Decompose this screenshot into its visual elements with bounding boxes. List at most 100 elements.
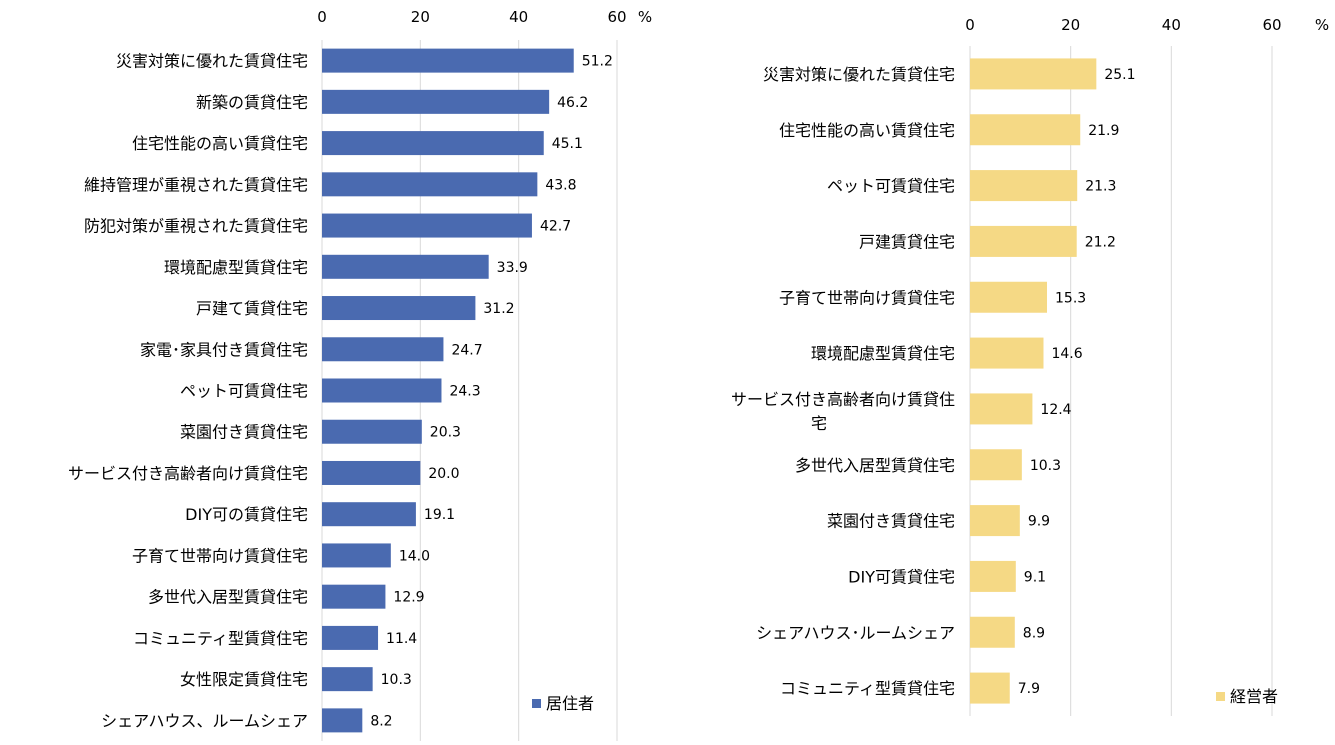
x-tick-label: 20 <box>1061 16 1080 34</box>
bar <box>970 337 1044 369</box>
bar <box>322 337 444 362</box>
bar <box>970 616 1015 648</box>
category-label: 環境配慮型賃貸住宅 <box>164 258 308 277</box>
data-label: 51.2 <box>582 54 613 70</box>
data-label: 21.9 <box>1088 123 1119 139</box>
data-label: 9.9 <box>1028 514 1050 530</box>
bar <box>970 560 1016 592</box>
bar <box>322 543 391 568</box>
data-label: 10.3 <box>1030 458 1061 474</box>
data-label: 24.7 <box>451 342 482 358</box>
data-label: 12.4 <box>1040 402 1071 418</box>
bar <box>970 170 1078 202</box>
bar <box>970 505 1020 537</box>
data-label: 12.9 <box>393 590 424 606</box>
bar <box>322 625 379 650</box>
category-label: 多世代入居型賃貸住宅 <box>795 456 955 475</box>
x-tick-label: 0 <box>965 16 975 34</box>
data-label: 15.3 <box>1055 290 1086 306</box>
bar <box>322 48 574 73</box>
x-tick-label: 60 <box>1262 16 1281 34</box>
data-label: 11.4 <box>386 631 417 647</box>
data-label: 14.0 <box>399 548 430 564</box>
bar <box>322 708 363 733</box>
data-label: 45.1 <box>552 136 583 152</box>
category-label: DIY可賃貸住宅 <box>848 567 955 586</box>
data-label: 8.9 <box>1023 625 1045 641</box>
bar <box>322 419 422 444</box>
x-tick-label: 20 <box>411 8 430 26</box>
data-label: 20.0 <box>428 466 459 482</box>
bar <box>970 114 1081 146</box>
bar <box>970 225 1077 257</box>
category-label: 環境配慮型賃貸住宅 <box>811 344 955 363</box>
legend-label: 居住者 <box>546 694 594 713</box>
axis-unit-label: % <box>638 8 652 26</box>
category-label: 防犯対策が重視された賃貸住宅 <box>84 217 308 236</box>
category-label: 戸建て賃貸住宅 <box>196 299 308 318</box>
category-label: 住宅性能の高い賃貸住宅 <box>132 134 308 153</box>
x-tick-label: 60 <box>607 8 626 26</box>
bar <box>322 131 544 156</box>
category-label: サービス付き高齢者向け賃貸住 <box>731 390 955 409</box>
data-label: 8.2 <box>370 713 392 729</box>
data-label: 9.1 <box>1024 569 1046 585</box>
category-label: 家電･家具付き賃貸住宅 <box>140 340 308 359</box>
category-label: 子育て世帯向け賃貸住宅 <box>779 288 955 307</box>
category-label: コミュニティ型賃貸住宅 <box>780 679 955 698</box>
category-label: シェアハウス･ルームシェア <box>756 623 955 642</box>
data-label: 25.1 <box>1104 67 1135 83</box>
data-label: 24.3 <box>449 384 480 400</box>
category-label: コミュニティ型賃貸住宅 <box>133 629 308 648</box>
category-label: ペット可賃貸住宅 <box>827 177 955 196</box>
category-label: 災害対策に優れた賃貸住宅 <box>763 65 955 84</box>
category-label: シェアハウス、ルームシェア <box>101 711 308 730</box>
category-label: 子育て世帯向け賃貸住宅 <box>132 546 308 565</box>
data-label: 7.9 <box>1018 681 1040 697</box>
category-label: 菜園付き賃貸住宅 <box>180 423 308 442</box>
bar <box>322 378 442 403</box>
category-label: 菜園付き賃貸住宅 <box>827 512 955 531</box>
category-label-continued: 宅 <box>811 414 827 433</box>
category-label: 多世代入居型賃貸住宅 <box>148 588 308 607</box>
category-label: 災害対策に優れた賃貸住宅 <box>116 52 308 71</box>
bar <box>322 254 489 279</box>
bar <box>970 281 1048 313</box>
legend-swatch <box>1216 692 1225 701</box>
data-label: 33.9 <box>497 260 528 276</box>
category-label: 維持管理が重視された賃貸住宅 <box>84 175 308 194</box>
data-label: 31.2 <box>483 301 514 317</box>
category-label: DIY可の賃貸住宅 <box>185 505 308 524</box>
legend-swatch <box>532 699 541 708</box>
x-tick-label: 40 <box>1162 16 1181 34</box>
category-label: 女性限定賃貸住宅 <box>180 670 308 689</box>
data-label: 46.2 <box>557 95 588 111</box>
category-label: 戸建賃貸住宅 <box>859 232 955 251</box>
bar <box>970 58 1097 90</box>
bar <box>322 584 386 609</box>
legend-label: 経営者 <box>1230 687 1278 706</box>
bar <box>322 460 421 485</box>
category-label: サービス付き高齢者向け賃貸住宅 <box>68 464 308 483</box>
data-label: 20.3 <box>430 425 461 441</box>
data-label: 21.2 <box>1085 234 1116 250</box>
data-label: 42.7 <box>540 219 571 235</box>
bar <box>322 89 550 114</box>
category-label: 住宅性能の高い賃貸住宅 <box>779 121 955 140</box>
data-label: 21.3 <box>1085 179 1116 195</box>
data-label: 19.1 <box>424 507 455 523</box>
bar <box>322 213 532 238</box>
bar <box>322 502 416 527</box>
bar <box>970 449 1022 481</box>
data-label: 43.8 <box>545 177 576 193</box>
data-label: 10.3 <box>381 672 412 688</box>
axis-unit-label: % <box>1315 16 1329 34</box>
data-label: 14.6 <box>1051 346 1082 362</box>
x-tick-label: 40 <box>509 8 528 26</box>
bar <box>322 296 476 321</box>
bar <box>970 672 1010 704</box>
category-label: 新築の賃貸住宅 <box>196 93 308 112</box>
category-label: ペット可賃貸住宅 <box>180 382 308 401</box>
bar <box>322 667 373 692</box>
